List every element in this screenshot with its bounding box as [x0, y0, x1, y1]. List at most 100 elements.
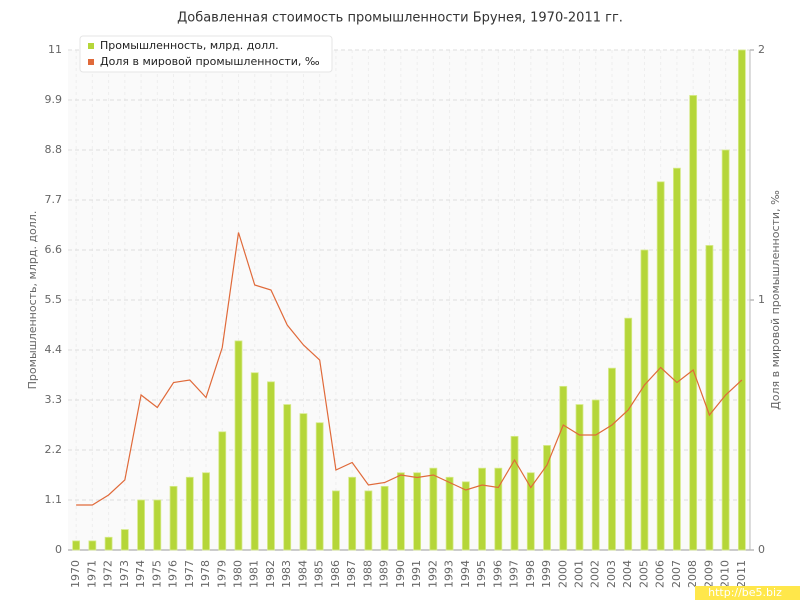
- x-tick-label: 1979: [215, 560, 228, 588]
- y-tick-label: 2.2: [45, 443, 63, 456]
- x-tick-label: 1981: [248, 560, 261, 588]
- x-tick-label: 2003: [605, 560, 618, 588]
- bar: [299, 413, 308, 551]
- y2-tick-label: 1: [758, 293, 765, 306]
- x-tick-label: 1980: [232, 560, 245, 588]
- bar: [510, 435, 519, 551]
- y-tick-label: 9.9: [45, 93, 63, 106]
- x-tick-label: 2011: [735, 560, 748, 588]
- y-tick-label: 5.5: [45, 293, 63, 306]
- bar: [543, 445, 551, 551]
- watermark: http://be5.biz: [708, 586, 782, 599]
- bar: [185, 476, 194, 551]
- bar: [396, 472, 405, 551]
- bar: [332, 490, 340, 551]
- x-tick-label: 1996: [491, 560, 504, 588]
- bar: [218, 431, 227, 551]
- y-axis-title: Промышленность, млрд. долл.: [26, 211, 39, 390]
- x-tick-label: 1984: [296, 560, 309, 588]
- y-tick-label: 4.4: [45, 343, 63, 356]
- x-tick-label: 2009: [702, 560, 715, 588]
- bar: [640, 249, 649, 551]
- legend-label: Доля в мировой промышленности, ‰: [100, 55, 320, 68]
- x-tick-label: 1971: [85, 560, 98, 588]
- x-tick-label: 1970: [69, 560, 82, 588]
- x-tick-label: 1993: [443, 560, 456, 588]
- x-tick-label: 1989: [378, 560, 391, 588]
- bar: [673, 167, 681, 551]
- x-tick-label: 2005: [637, 560, 650, 588]
- x-tick-label: 1998: [524, 560, 537, 588]
- x-tick-label: 1977: [183, 560, 196, 588]
- x-tick-label: 1986: [329, 560, 342, 588]
- bar: [689, 95, 698, 551]
- y-tick-label: 3.3: [45, 393, 63, 406]
- bar: [737, 49, 746, 551]
- bar: [445, 476, 454, 551]
- legend-box: [79, 35, 333, 73]
- legend-swatch: [88, 43, 94, 49]
- chart-title: Добавленная стоимость промышленности Бру…: [177, 11, 623, 26]
- x-tick-label: 1997: [508, 560, 521, 588]
- x-tick-label: 2010: [719, 560, 732, 588]
- y-tick-label: 11: [48, 43, 62, 56]
- bar: [608, 367, 616, 551]
- x-tick-label: 1985: [313, 560, 326, 588]
- bar: [169, 485, 178, 551]
- bar: [234, 340, 243, 551]
- y-tick-label: 1.1: [45, 493, 63, 506]
- y-tick-label: 6.6: [45, 243, 63, 256]
- x-tick-label: 1978: [199, 560, 212, 588]
- y-tick-label: 7.7: [45, 193, 63, 206]
- x-tick-label: 2002: [589, 560, 602, 588]
- x-tick-label: 1994: [459, 560, 472, 588]
- bar: [721, 149, 730, 551]
- line: [76, 232, 743, 506]
- y-tick-label: 0: [55, 543, 62, 556]
- legend-label: Промышленность, млрд. долл.: [100, 39, 279, 52]
- x-tick-label: 2006: [654, 560, 667, 588]
- bar: [461, 481, 470, 551]
- bar: [380, 485, 389, 551]
- bar: [413, 472, 422, 551]
- bar: [559, 385, 568, 551]
- bar: [591, 399, 600, 551]
- y-tick-label: 8.8: [45, 143, 63, 156]
- x-tick-label: 2004: [621, 560, 634, 588]
- x-tick-label: 1999: [540, 560, 553, 588]
- x-tick-label: 1976: [167, 560, 180, 588]
- bar: [315, 422, 324, 551]
- bar: [478, 467, 486, 551]
- x-tick-label: 1991: [410, 560, 423, 588]
- bar: [104, 536, 113, 551]
- x-tick-label: 1990: [394, 560, 407, 588]
- x-tick-label: 1988: [361, 560, 374, 588]
- bar: [283, 404, 292, 551]
- bar: [348, 476, 357, 551]
- x-tick-label: 1973: [118, 560, 131, 588]
- x-tick-label: 1975: [150, 560, 163, 588]
- bar: [526, 472, 535, 551]
- bar: [364, 490, 373, 551]
- x-tick-label: 1992: [426, 560, 439, 588]
- x-tick-label: 1982: [264, 560, 277, 588]
- bar: [656, 181, 665, 551]
- x-tick-label: 2000: [556, 560, 569, 588]
- bar: [120, 529, 129, 551]
- bar: [72, 540, 81, 551]
- x-tick-label: 1972: [102, 560, 115, 588]
- bar: [429, 467, 438, 551]
- bar: [202, 472, 210, 551]
- x-tick-label: 1983: [280, 560, 293, 588]
- x-tick-label: 2007: [670, 560, 683, 588]
- bar: [250, 372, 259, 551]
- bar: [267, 381, 275, 551]
- y2-axis-title: Доля в мировой промышленности, ‰: [769, 190, 782, 410]
- bar: [494, 467, 503, 551]
- bar: [624, 317, 633, 551]
- bar: [137, 499, 145, 551]
- x-tick-label: 1974: [134, 560, 147, 588]
- bar: [705, 245, 714, 551]
- x-tick-label: 2001: [573, 560, 586, 588]
